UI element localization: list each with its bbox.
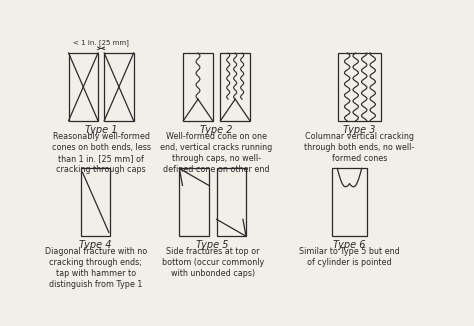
Bar	[332, 169, 367, 236]
Text: Diagonal fracture with no
cracking through ends;
tap with hammer to
distinguish : Diagonal fracture with no cracking throu…	[45, 247, 147, 289]
Bar	[220, 53, 250, 121]
Bar	[179, 169, 209, 236]
Text: Side fractures at top or
bottom (occur commonly
with unbonded caps): Side fractures at top or bottom (occur c…	[162, 247, 264, 278]
Bar	[69, 53, 98, 121]
Bar	[338, 53, 381, 121]
Text: Type 4: Type 4	[80, 240, 112, 250]
Text: Type 5: Type 5	[196, 240, 229, 250]
Bar	[217, 169, 246, 236]
Bar	[183, 53, 213, 121]
Text: Type 1: Type 1	[85, 125, 118, 135]
Text: Similar to Type 5 but end
of cylinder is pointed: Similar to Type 5 but end of cylinder is…	[299, 247, 400, 267]
Text: Type 2: Type 2	[201, 125, 233, 135]
Text: Reasonably well-formed
cones on both ends, less
than 1 in. [25 mm] of
cracking t: Reasonably well-formed cones on both end…	[52, 131, 151, 174]
Text: Columnar vertical cracking
through both ends, no well-
formed cones: Columnar vertical cracking through both …	[304, 131, 415, 163]
Text: < 1 in. [25 mm]: < 1 in. [25 mm]	[73, 39, 129, 46]
Text: Type 3: Type 3	[343, 125, 376, 135]
Bar	[104, 53, 134, 121]
Text: Type 6: Type 6	[333, 240, 366, 250]
Bar	[81, 169, 110, 236]
Text: Well-formed cone on one
end, vertical cracks running
through caps, no well-
defi: Well-formed cone on one end, vertical cr…	[161, 131, 273, 174]
